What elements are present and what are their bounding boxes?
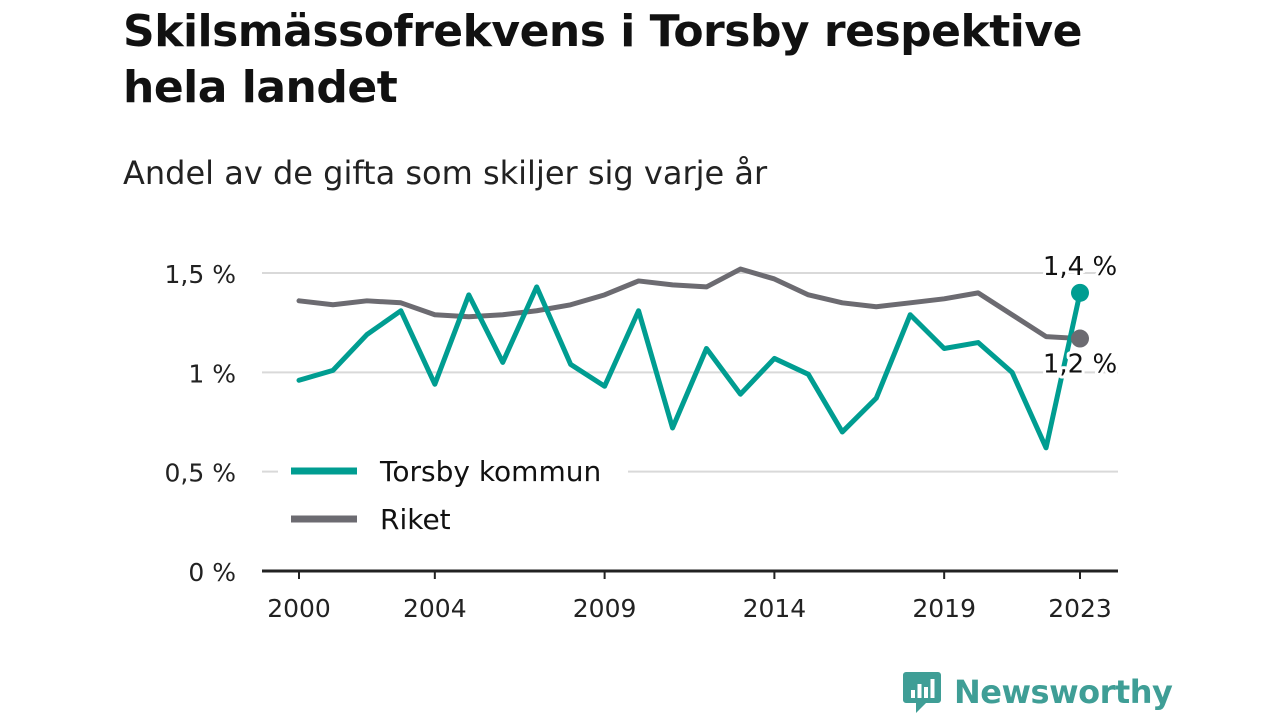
legend-label-riket: Riket <box>380 503 451 536</box>
x-axis: 2000 2004 2009 2014 2019 2023 <box>262 569 1118 623</box>
y-tick-label: 0,5 % <box>165 459 236 488</box>
series-line-torsby <box>296 284 1083 451</box>
end-labels: 1,4 % 1,2 % <box>1040 249 1120 383</box>
x-tick-label: 2014 <box>743 594 807 623</box>
chart-subtitle: Andel av de gifta som skiljer sig varje … <box>123 154 768 192</box>
legend-background <box>278 448 628 548</box>
brand-name: Newsworthy <box>954 673 1173 711</box>
x-tick-label: 2004 <box>403 594 467 623</box>
chart-title: Skilsmässofrekvens i Torsby respektive h… <box>123 6 1082 113</box>
y-tick-label: 0 % <box>188 558 236 587</box>
legend-label-torsby: Torsby kommun <box>379 455 601 488</box>
y-axis-labels: 0 % 0,5 % 1 % 1,5 % <box>165 260 236 587</box>
data-point-riket <box>1071 329 1089 348</box>
series-lines <box>296 266 1089 451</box>
newsworthy-logo: Newsworthy <box>902 670 1173 714</box>
end-label-torsby: 1,4 % <box>1043 252 1117 282</box>
x-tick-label: 2019 <box>912 594 976 623</box>
x-tick-label: 2023 <box>1048 594 1112 623</box>
legend: Torsby kommun Riket <box>278 448 628 548</box>
data-point-torsby <box>1071 283 1089 302</box>
x-tick-label: 2009 <box>573 594 637 623</box>
series-line-riket <box>296 266 1083 342</box>
y-tick-label: 1,5 % <box>165 260 236 289</box>
bar-chart-icon <box>903 672 941 713</box>
y-tick-label: 1 % <box>188 359 236 388</box>
end-label-riket: 1,2 % <box>1043 350 1117 380</box>
x-tick-label: 2000 <box>267 594 331 623</box>
